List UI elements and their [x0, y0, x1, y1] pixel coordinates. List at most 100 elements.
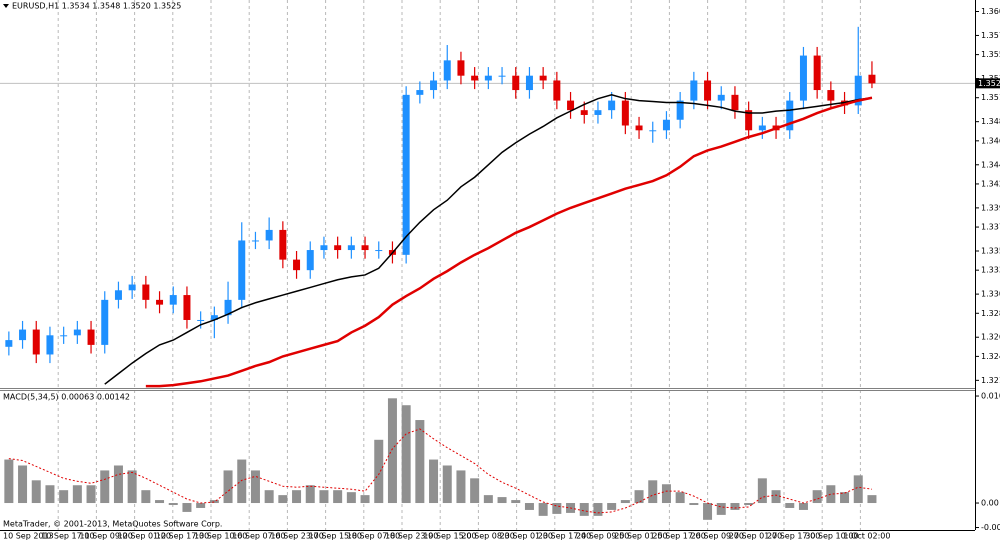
- histogram-bar: [72, 485, 82, 504]
- histogram-bar: [387, 398, 397, 504]
- histogram-bar: [785, 503, 795, 508]
- candle-body: [293, 259, 301, 271]
- histogram-bar: [812, 490, 822, 504]
- candle-body: [635, 125, 643, 131]
- y-tick-label: 1.3240: [981, 352, 1000, 361]
- histogram-bar: [579, 503, 589, 516]
- candle-body: [375, 250, 383, 252]
- candle-body: [101, 299, 109, 345]
- histogram-bar: [223, 470, 233, 504]
- candle-body: [868, 74, 876, 84]
- axis-layer: 1.36001.35751.35551.35301.35101.34851.34…: [3, 7, 1000, 541]
- histogram-bar: [620, 500, 630, 504]
- candle-body: [717, 94, 725, 101]
- histogram-bar: [840, 492, 850, 504]
- candle-body: [46, 335, 54, 355]
- candle-body: [649, 130, 657, 132]
- candle-body: [799, 55, 807, 101]
- indicator-header: MACD(5,34,5) 0.00063 0.00142: [3, 393, 130, 402]
- histogram-bar: [511, 500, 521, 504]
- histogram-bar: [456, 470, 466, 504]
- y-tick-label: 1.3510: [981, 93, 1000, 102]
- candle-body: [320, 245, 328, 251]
- histogram-bar: [333, 490, 343, 504]
- x-tick-label: 1 Oct 02:00: [843, 532, 890, 541]
- moving-average: [145, 96, 873, 388]
- x-tick-label: 16 Sep 07:00: [232, 532, 285, 541]
- candle-body: [32, 329, 40, 355]
- histogram-bar: [250, 470, 260, 504]
- x-tick-label: 10 Sep 17:00: [41, 532, 94, 541]
- x-tick-label: 27 Sep 01:00: [729, 532, 782, 541]
- histogram-bar: [675, 492, 685, 504]
- histogram-bar: [346, 492, 356, 504]
- histogram-bar: [826, 485, 836, 504]
- candle-body: [580, 110, 588, 115]
- candle-body: [114, 290, 122, 300]
- candle-body: [60, 335, 68, 337]
- x-tick-label: 23 Sep 01:00: [500, 532, 553, 541]
- candle-body: [704, 80, 712, 101]
- candle-body: [224, 299, 232, 316]
- candle-body: [197, 319, 205, 321]
- y-tick-label: 1.3350: [981, 247, 1000, 256]
- candle-body: [608, 100, 616, 111]
- candle-body: [430, 80, 438, 91]
- symbol-header: EURUSD,H1 1.3534 1.3548 1.3520 1.3525: [12, 2, 181, 11]
- candle-body: [169, 295, 177, 305]
- candle-body: [334, 245, 342, 251]
- candle-body: [553, 80, 561, 101]
- histogram-bar: [86, 485, 96, 504]
- y-tick-label: 0.01083: [981, 392, 1000, 401]
- y-tick-label: 1.3575: [981, 31, 1000, 40]
- histogram-bar: [305, 485, 315, 504]
- histogram-bar: [127, 470, 137, 504]
- y-tick-label: 1.3485: [981, 117, 1000, 126]
- current-price-box: [976, 78, 1000, 89]
- histogram-bar: [264, 490, 274, 504]
- histogram-bar: [374, 439, 384, 504]
- histogram-bar: [155, 500, 165, 504]
- candle-body: [621, 100, 629, 126]
- candle-body: [758, 125, 766, 131]
- candle-body: [443, 60, 451, 81]
- y-tick-label: -0.00248: [981, 523, 1000, 532]
- candle-body: [156, 299, 164, 305]
- histogram-bar: [757, 478, 767, 504]
- candle-body: [731, 94, 739, 111]
- x-tick-label: 20 Sep 08:00: [461, 532, 514, 541]
- candle-body: [238, 240, 246, 300]
- candle-body: [813, 55, 821, 91]
- candle-body: [402, 94, 410, 255]
- x-tick-label: 25 Sep 01:00: [614, 532, 667, 541]
- histogram-bar: [661, 484, 671, 504]
- histogram-bar: [524, 503, 534, 510]
- candle-body: [279, 229, 287, 260]
- histogram-bar: [744, 503, 754, 506]
- candle-body: [471, 75, 479, 81]
- y-tick-label: 1.3395: [981, 203, 1000, 212]
- y-tick-label: 1.3420: [981, 179, 1000, 188]
- signal-line: [8, 428, 873, 514]
- y-tick-label: 1.3465: [981, 136, 1000, 145]
- x-tick-label: 26 Sep 09:00: [691, 532, 744, 541]
- current-price-label: 1.3525: [978, 79, 1000, 88]
- x-tick-label: 18 Sep 23:00: [385, 532, 438, 541]
- histogram-bar: [497, 497, 507, 504]
- y-tick-label: 0.00: [981, 499, 999, 508]
- histogram-bar: [771, 490, 781, 504]
- histogram-bar: [483, 495, 493, 504]
- histogram-bar: [319, 490, 329, 504]
- histogram-bar: [730, 503, 740, 510]
- histogram-bar: [401, 405, 411, 504]
- candle-body: [567, 100, 575, 111]
- histogram-bar: [689, 503, 699, 506]
- histogram-bar: [59, 490, 69, 504]
- candle-body: [347, 245, 355, 251]
- histogram-bar: [853, 475, 863, 504]
- candle-body: [73, 329, 81, 336]
- candle-body: [676, 100, 684, 120]
- y-tick-label: 1.3305: [981, 290, 1000, 299]
- candle-body: [512, 75, 520, 91]
